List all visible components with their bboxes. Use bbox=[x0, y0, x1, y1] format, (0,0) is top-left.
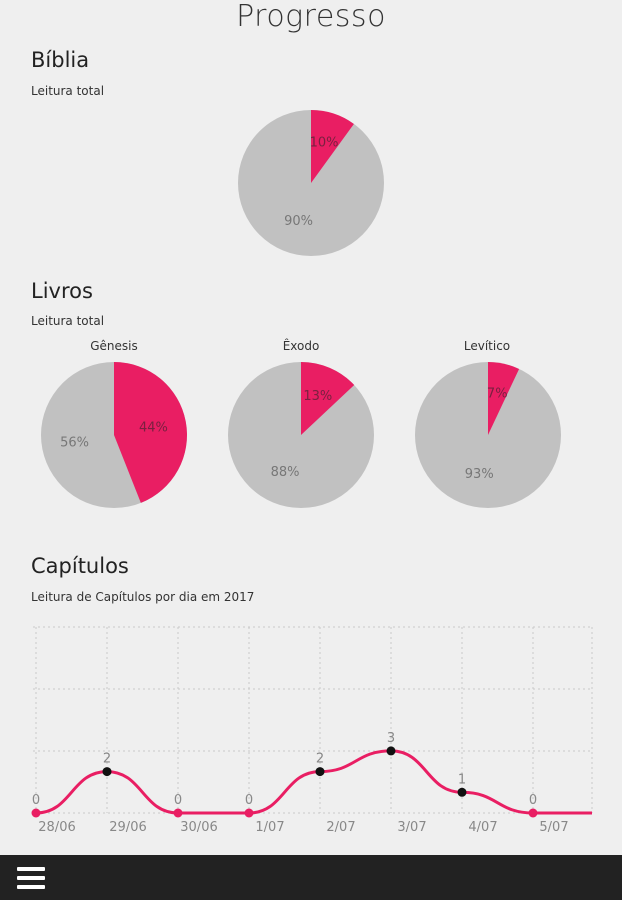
biblia-section-title: Bíblia bbox=[31, 48, 90, 72]
livros-section-subtitle: Leitura total bbox=[31, 314, 105, 328]
book-1-unread-label: 88% bbox=[271, 465, 300, 480]
chapters-series-line bbox=[35, 749, 592, 815]
book-0-unread-label: 56% bbox=[60, 436, 89, 451]
biblia-unread-label: 90% bbox=[284, 214, 313, 229]
chart-value-label: 0 bbox=[245, 793, 253, 808]
biblia-pie-chart: 10% 90% bbox=[238, 110, 384, 256]
biblia-read-slice bbox=[311, 110, 354, 183]
chart-point-4/07 bbox=[457, 787, 467, 797]
chart-x-tick-label: 29/06 bbox=[109, 820, 146, 835]
chart-value-label: 2 bbox=[316, 752, 324, 767]
chart-value-label: 0 bbox=[32, 793, 40, 808]
page-title: Progresso bbox=[236, 0, 386, 34]
hamburger-menu-icon[interactable] bbox=[17, 867, 45, 889]
capitulos-section-subtitle: Leitura de Capítulos por dia em 2017 bbox=[31, 590, 255, 604]
book-1-read-label: 13% bbox=[303, 389, 332, 404]
chapters-line-chart: 028/06229/06030/0601/0722/0733/0714/0705… bbox=[31, 626, 593, 835]
book-0-read-label: 44% bbox=[139, 420, 168, 435]
chart-x-tick-label: 4/07 bbox=[468, 820, 497, 835]
book-1-read-slice bbox=[301, 362, 355, 435]
chart-value-label: 0 bbox=[529, 793, 537, 808]
biblia-section-subtitle: Leitura total bbox=[31, 84, 105, 98]
chart-point-2/07 bbox=[315, 767, 325, 777]
livros-section-title: Livros bbox=[31, 279, 93, 303]
book-2-unread-label: 93% bbox=[465, 467, 494, 482]
book-2-read-slice bbox=[488, 362, 520, 435]
genesis-pie-chart: 44% 56% bbox=[41, 362, 187, 508]
chart-point-5/07 bbox=[528, 808, 538, 818]
chart-point-30/06 bbox=[173, 808, 183, 818]
chart-value-label: 2 bbox=[103, 752, 111, 767]
chart-x-tick-label: 28/06 bbox=[38, 820, 75, 835]
biblia-read-label: 10% bbox=[310, 136, 339, 151]
levitico-pie-chart: 7% 93% bbox=[415, 362, 561, 508]
chart-value-label: 3 bbox=[387, 731, 395, 746]
chart-x-tick-label: 30/06 bbox=[180, 820, 217, 835]
chart-point-3/07 bbox=[386, 746, 396, 756]
book-0-read-slice bbox=[114, 362, 187, 503]
book-label-exodo: Êxodo bbox=[282, 339, 320, 353]
chart-grid bbox=[33, 626, 593, 814]
book-2-read-label: 7% bbox=[487, 387, 508, 402]
chart-x-tick-label: 1/07 bbox=[255, 820, 284, 835]
book-label-genesis: Gênesis bbox=[90, 339, 138, 353]
chart-x-tick-label: 3/07 bbox=[397, 820, 426, 835]
chart-value-label: 1 bbox=[458, 772, 466, 787]
exodo-pie-chart: 13% 88% bbox=[228, 362, 374, 508]
bottom-navigation-bar bbox=[0, 855, 622, 900]
book-label-levitico: Levítico bbox=[463, 339, 511, 353]
chart-point-29/06 bbox=[102, 767, 112, 777]
chart-x-tick-label: 5/07 bbox=[539, 820, 568, 835]
chart-value-label: 0 bbox=[174, 793, 182, 808]
chart-point-1/07 bbox=[244, 808, 254, 818]
chart-point-28/06 bbox=[31, 808, 41, 818]
capitulos-section-title: Capítulos bbox=[31, 554, 129, 578]
chart-x-tick-label: 2/07 bbox=[326, 820, 355, 835]
